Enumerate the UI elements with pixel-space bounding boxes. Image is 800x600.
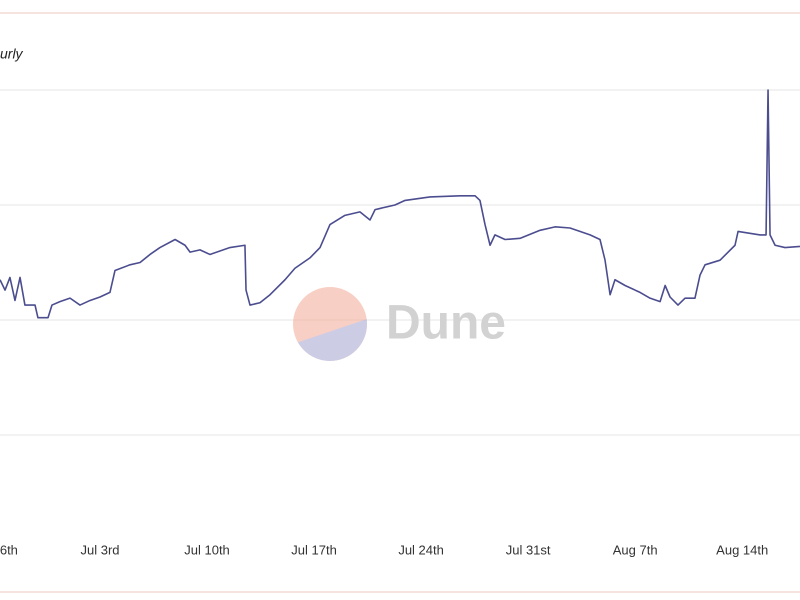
- x-tick-label: Jul 3rd: [80, 542, 119, 557]
- line-series: [0, 89, 800, 319]
- x-tick-label: Jul 10th: [184, 542, 230, 557]
- x-tick-label: Jun 26th: [0, 542, 18, 557]
- x-tick-label: Jul 24th: [398, 542, 444, 557]
- card: [0, 12, 800, 593]
- chart-title: urly: [0, 46, 24, 62]
- x-tick-label: Aug 14th: [716, 542, 768, 557]
- x-tick-label: Jul 31st: [506, 542, 551, 557]
- watermark: Dune: [386, 297, 506, 350]
- watermark-logo: [293, 287, 367, 361]
- x-tick-label: Aug 7th: [613, 542, 658, 557]
- x-tick-label: Jul 17th: [291, 542, 337, 557]
